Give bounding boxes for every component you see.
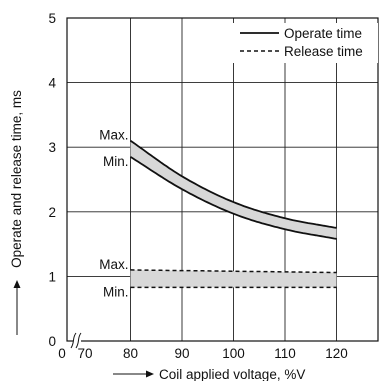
tolerance-band bbox=[130, 140, 337, 239]
tick-labels: 0 70 80 90 100 110 120 0 1 2 3 4 5 bbox=[48, 11, 347, 361]
x-tick-label: 70 bbox=[77, 346, 92, 361]
release-time-max-line bbox=[130, 269, 337, 274]
tolerance-band bbox=[130, 269, 337, 288]
y-axis-title: Operate and release time, ms bbox=[9, 90, 24, 335]
operate-time-min-line bbox=[130, 156, 337, 240]
y-tick-label: 0 bbox=[48, 334, 56, 349]
x-tick-label: 110 bbox=[274, 346, 296, 361]
legend: Operate time Release time bbox=[232, 23, 378, 63]
x-tick-label: 0 bbox=[58, 346, 66, 361]
operate-time-max-line bbox=[129, 139, 337, 229]
max-annotation: Max. bbox=[99, 128, 128, 143]
tolerance-bands bbox=[130, 140, 337, 288]
min-annotation: Min. bbox=[103, 284, 129, 299]
x-tick-label: 100 bbox=[222, 346, 245, 361]
y-tick-label: 1 bbox=[48, 269, 56, 284]
x-axis-title: Coil applied voltage, %V bbox=[113, 367, 305, 381]
plot-frame bbox=[66, 17, 379, 342]
x-tick-label: 80 bbox=[123, 346, 138, 361]
max-annotation: Max. bbox=[99, 257, 128, 272]
y-tick-label: 2 bbox=[48, 205, 56, 220]
legend-label-release: Release time bbox=[284, 44, 363, 59]
legend-label-operate: Operate time bbox=[284, 26, 362, 41]
y-tick-label: 5 bbox=[48, 11, 56, 26]
axis-break-mark bbox=[70, 331, 82, 349]
min-annotation: Min. bbox=[103, 154, 129, 169]
series-lines bbox=[129, 139, 337, 289]
y-tick-label: 4 bbox=[48, 76, 56, 91]
y-axis-label: Operate and release time, ms bbox=[9, 90, 24, 268]
x-tick-label: 120 bbox=[325, 346, 348, 361]
x-axis-label: Coil applied voltage, %V bbox=[159, 367, 305, 381]
x-tick-label: 90 bbox=[174, 346, 189, 361]
y-tick-label: 3 bbox=[48, 140, 56, 155]
curve-annotations: Max. Min. Max. Min. bbox=[99, 128, 128, 300]
